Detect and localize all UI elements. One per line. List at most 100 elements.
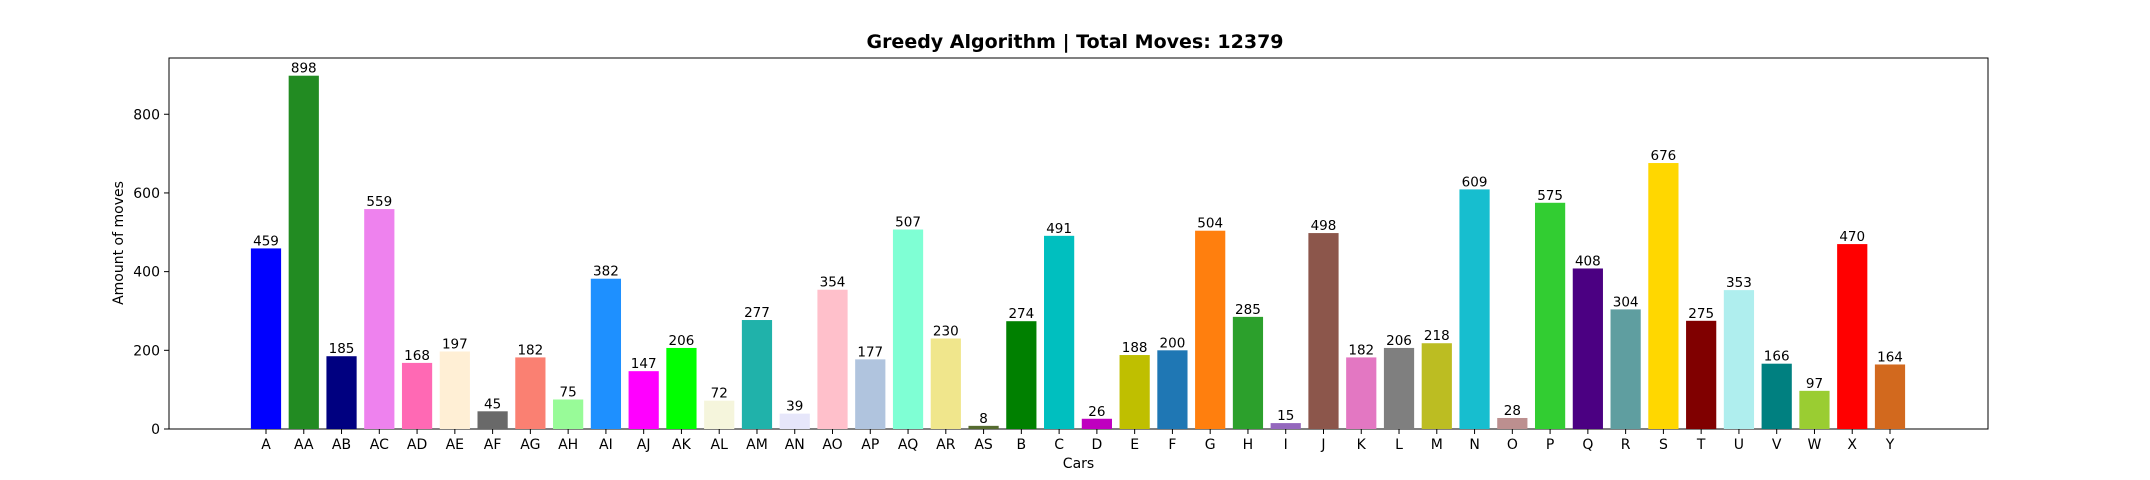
- bar-J: [1308, 233, 1339, 429]
- x-tick-label-M: M: [1431, 437, 1443, 453]
- bar-B: [1006, 321, 1037, 429]
- value-label-E: 188: [1122, 340, 1148, 356]
- value-label-AE: 197: [442, 337, 468, 353]
- value-label-N: 609: [1462, 174, 1488, 190]
- value-label-H: 285: [1235, 302, 1261, 318]
- chart-title: Greedy Algorithm | Total Moves: 12379: [866, 31, 1283, 53]
- value-label-P: 575: [1537, 188, 1563, 204]
- bar-H: [1232, 316, 1264, 429]
- value-label-AF: 45: [484, 396, 501, 412]
- value-label-O: 28: [1504, 403, 1521, 419]
- value-labels-group: 459 898 185 559 168 197 45 182 75 382 147 206 72 277 3…: [253, 61, 1903, 427]
- x-tick-label-V: V: [1772, 437, 1782, 453]
- value-label-J: 498: [1311, 218, 1337, 234]
- x-tick-label-Y: Y: [1885, 437, 1895, 453]
- value-label-AC: 559: [366, 194, 392, 210]
- x-tick-label-AP: AP: [861, 437, 879, 453]
- x-tick-label-AN: AN: [785, 437, 805, 453]
- bar-AM: [741, 320, 773, 429]
- bar-AF: [477, 411, 508, 429]
- x-tick-label-U: U: [1734, 437, 1744, 453]
- y-tick-label-200: 200: [133, 343, 160, 359]
- x-tick-label-K: K: [1357, 437, 1367, 453]
- bar-AB: [326, 356, 357, 429]
- bar-AI: [590, 278, 622, 429]
- y-tick-label-800: 800: [133, 107, 160, 123]
- x-tick-label-F: F: [1168, 437, 1176, 453]
- value-label-AD: 168: [404, 348, 430, 364]
- x-tick-label-AQ: AQ: [898, 437, 918, 453]
- x-tick-label-N: N: [1469, 437, 1479, 453]
- x-tick-label-P: P: [1546, 437, 1554, 453]
- x-tick-label-AB: AB: [332, 437, 351, 453]
- value-label-AA: 898: [291, 61, 317, 77]
- x-tick-label-AL: AL: [711, 437, 729, 453]
- value-label-G: 504: [1197, 216, 1223, 232]
- value-label-AJ: 147: [631, 356, 657, 372]
- x-tick-label-R: R: [1621, 437, 1631, 453]
- value-label-X: 470: [1839, 229, 1865, 245]
- x-tick-label-AR: AR: [936, 437, 956, 453]
- bar-F: [1157, 350, 1188, 429]
- bar-K: [1346, 357, 1377, 429]
- x-tick-label-AF: AF: [484, 437, 502, 453]
- y-tick-label-600: 600: [133, 186, 160, 202]
- value-label-Y: 164: [1877, 349, 1903, 365]
- value-label-AM: 277: [744, 305, 770, 321]
- bar-AP: [855, 359, 886, 429]
- value-label-AI: 382: [593, 264, 619, 280]
- bar-AJ: [628, 371, 659, 429]
- value-label-R: 304: [1613, 294, 1639, 310]
- x-tick-label-AG: AG: [520, 437, 540, 453]
- x-tick-label-H: H: [1243, 437, 1254, 453]
- bar-R: [1610, 309, 1641, 429]
- x-tick-label-AK: AK: [672, 437, 692, 453]
- bar-L: [1383, 347, 1415, 429]
- value-label-Q: 408: [1575, 253, 1601, 269]
- x-tick-label-AI: AI: [599, 437, 613, 453]
- bar-C: [1044, 235, 1075, 429]
- bar-G: [1195, 230, 1226, 429]
- x-tick-label-AD: AD: [407, 437, 427, 453]
- bar-D: [1081, 418, 1112, 429]
- value-label-I: 15: [1277, 408, 1294, 424]
- x-tick-label-J: J: [1320, 437, 1325, 453]
- x-tick-label-S: S: [1659, 437, 1668, 453]
- value-label-AS: 8: [979, 411, 988, 427]
- bar-A: [250, 248, 282, 429]
- value-label-AQ: 507: [895, 215, 921, 231]
- x-tick-label-AS: AS: [974, 437, 993, 453]
- bar-AL: [704, 400, 735, 429]
- x-tick-label-I: I: [1284, 437, 1288, 453]
- bar-E: [1119, 355, 1150, 429]
- y-axis-label: Amount of moves: [111, 181, 127, 305]
- bars-group: [250, 75, 1906, 430]
- value-label-C: 491: [1046, 221, 1072, 237]
- bar-N: [1459, 189, 1490, 429]
- bar-AR: [930, 338, 961, 429]
- bar-O: [1497, 417, 1528, 429]
- x-tick-label-AO: AO: [822, 437, 842, 453]
- bar-AS: [968, 425, 999, 429]
- bar-W: [1799, 390, 1830, 429]
- value-label-W: 97: [1806, 376, 1823, 392]
- x-tick-label-D: D: [1091, 437, 1102, 453]
- bar-AQ: [892, 229, 924, 429]
- value-label-AH: 75: [560, 384, 577, 400]
- bar-T: [1686, 320, 1717, 429]
- bar-AK: [666, 347, 697, 429]
- x-axis-label: Cars: [1063, 456, 1094, 472]
- value-label-AO: 354: [820, 275, 846, 291]
- bar-Y: [1874, 364, 1906, 429]
- value-label-M: 218: [1424, 328, 1450, 344]
- bar-AH: [553, 399, 584, 429]
- value-label-AB: 185: [329, 341, 355, 357]
- x-tick-label-X: X: [1847, 437, 1857, 453]
- x-tick-label-AH: AH: [558, 437, 578, 453]
- value-label-S: 676: [1651, 148, 1677, 164]
- x-tick-label-AA: AA: [294, 437, 314, 453]
- x-tick-label-C: C: [1054, 437, 1064, 453]
- bar-Q: [1572, 268, 1603, 429]
- y-tick-label-0: 0: [151, 422, 160, 438]
- x-axis-ticks: A AA AB AC AD AE AF AG AH AI AJ AK AL AM AN AO AP AQ AR AS B…: [261, 429, 1895, 453]
